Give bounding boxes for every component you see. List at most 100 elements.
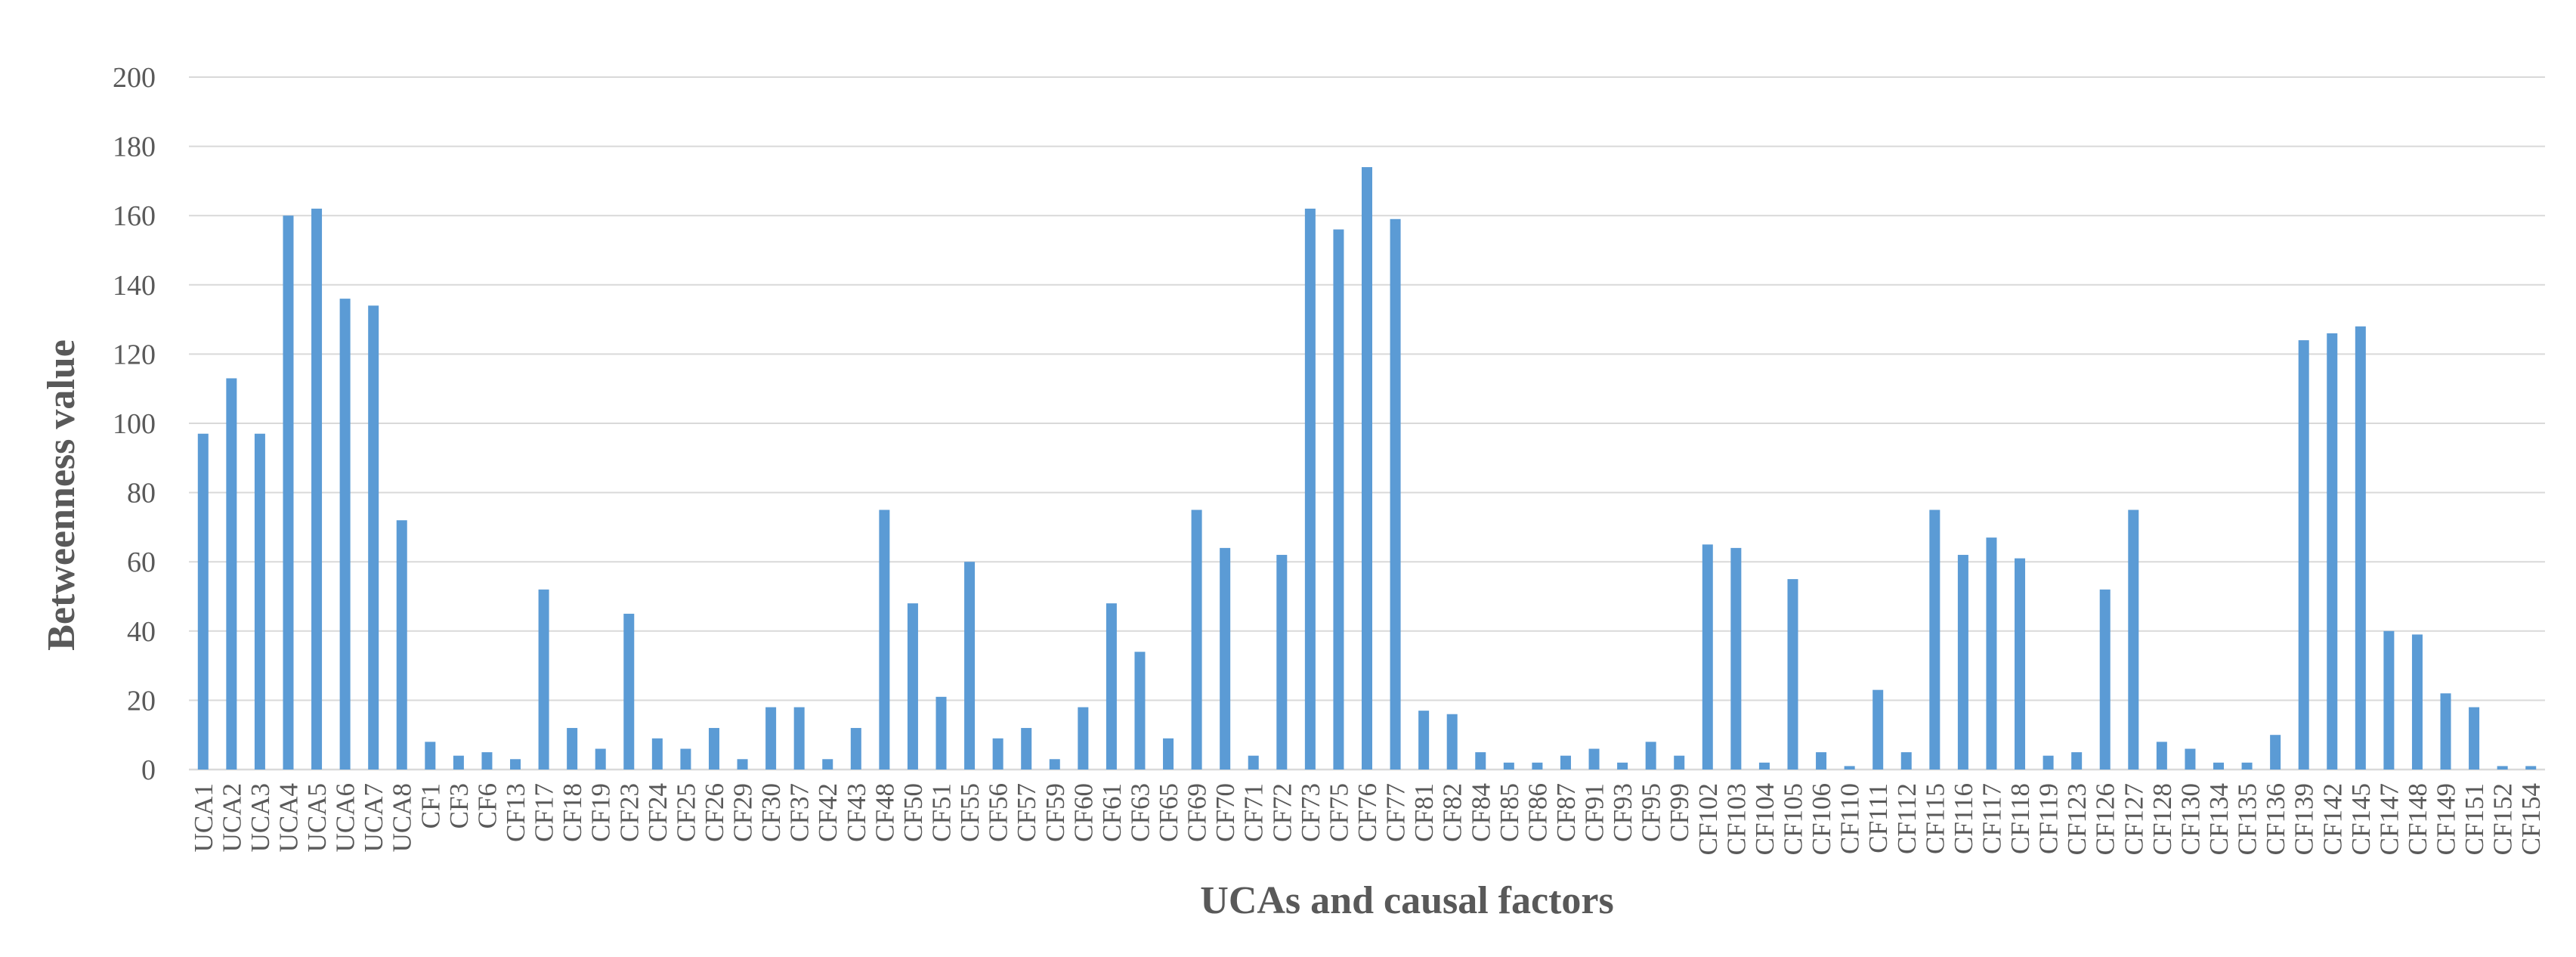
x-tick-label: CF110: [1835, 783, 1865, 854]
x-tick-label: CF19: [586, 783, 616, 842]
x-tick-label: UCA7: [359, 783, 388, 852]
bar-cf142: [2327, 333, 2338, 770]
x-tick-label: CF99: [1665, 783, 1694, 842]
x-tick-label: CF154: [2516, 783, 2546, 855]
bar-cf145: [2355, 326, 2366, 770]
x-tick-label: CF149: [2432, 783, 2461, 855]
bar-cf149: [2440, 693, 2451, 770]
x-tick-label: CF18: [558, 783, 587, 842]
x-tick-label: CF73: [1296, 783, 1325, 842]
bar-uca5: [311, 209, 323, 770]
bar-cf81: [1418, 711, 1430, 770]
x-tick-label: CF84: [1466, 783, 1495, 842]
x-tick-label: CF127: [2119, 783, 2148, 855]
bar-cf99: [1674, 755, 1685, 770]
bar-cf73: [1304, 209, 1316, 770]
bar-cf51: [935, 696, 947, 770]
bar-cf57: [1021, 728, 1032, 770]
y-tick-label: 40: [127, 616, 156, 648]
bar-uca1: [197, 433, 209, 770]
x-tick-label: CF65: [1154, 783, 1183, 842]
bar-cf102: [1702, 544, 1713, 770]
x-tick-label: CF152: [2488, 783, 2518, 855]
x-tick-label: CF95: [1637, 783, 1666, 842]
x-tick-label: CF23: [614, 783, 644, 842]
bar-cf63: [1134, 652, 1146, 770]
bar-cf55: [964, 562, 976, 770]
x-tick-label: CF117: [1977, 783, 2006, 854]
bar-cf135: [2241, 762, 2253, 770]
bar-cf86: [1532, 762, 1543, 770]
bar-cf104: [1758, 762, 1770, 770]
x-tick-label: CF126: [2091, 783, 2120, 855]
x-tick-label: CF128: [2148, 783, 2177, 855]
bar-cf69: [1191, 509, 1202, 770]
bar-cf85: [1503, 762, 1514, 770]
bar-cf106: [1816, 752, 1827, 770]
x-tick-label: CF26: [700, 783, 729, 842]
bar-uca7: [368, 305, 379, 770]
x-tick-label: CF135: [2233, 783, 2262, 855]
bar-cf30: [765, 707, 777, 770]
bar-cf111: [1872, 689, 1884, 770]
bar-cf136: [2270, 735, 2281, 770]
bar-cf17: [538, 589, 549, 770]
x-tick-label: CF71: [1239, 783, 1269, 842]
x-tick-label: UCA3: [246, 783, 275, 852]
x-tick-label: CF103: [1721, 783, 1751, 855]
bar-cf42: [822, 759, 833, 770]
bar-cf29: [737, 759, 748, 770]
bars: [197, 167, 2537, 770]
x-tick-label: UCA8: [388, 783, 417, 852]
x-tick-label: CF63: [1125, 783, 1155, 842]
bar-cf76: [1362, 167, 1372, 770]
bar-cf123: [2071, 752, 2083, 770]
x-tick-label: CF72: [1267, 783, 1297, 842]
x-tick-label: CF115: [1920, 783, 1950, 854]
bar-cf112: [1900, 752, 1912, 770]
bar-cf115: [1929, 509, 1941, 770]
bar-uca8: [396, 520, 407, 770]
y-tick-label: 60: [127, 547, 156, 578]
y-tick-label: 180: [113, 132, 156, 163]
bar-cf126: [2099, 589, 2111, 770]
x-tick-label: CF102: [1693, 783, 1723, 855]
x-tick-label: CF60: [1068, 783, 1098, 842]
x-tick-label: CF29: [728, 783, 758, 842]
bar-cf18: [567, 728, 578, 770]
x-tick-label: CF43: [842, 783, 871, 842]
x-axis-title: UCAs and causal factors: [1200, 879, 1613, 922]
bar-cf25: [680, 748, 691, 770]
x-tick-label: CF104: [1750, 783, 1780, 855]
x-tick-label: CF17: [530, 783, 559, 842]
bar-cf87: [1560, 755, 1571, 770]
bar-cf119: [2043, 755, 2054, 770]
bar-cf103: [1730, 547, 1742, 770]
x-tick-label: CF112: [1892, 783, 1922, 854]
x-tick-label: CF51: [927, 783, 957, 842]
bar-cf148: [2411, 634, 2423, 770]
x-tick-label: UCA2: [217, 783, 246, 852]
x-tick-label: CF81: [1409, 783, 1439, 842]
bar-cf26: [708, 728, 719, 770]
y-tick-label: 140: [113, 270, 156, 302]
y-tick-label: 100: [113, 408, 156, 440]
x-tick-label: CF119: [2034, 783, 2064, 854]
bar-cf82: [1446, 714, 1458, 770]
x-tick-label: CF134: [2204, 783, 2234, 855]
bar-cf72: [1276, 555, 1288, 770]
x-tick-label: CF118: [2005, 783, 2035, 854]
x-tick-label: CF48: [870, 783, 899, 842]
bar-cf13: [510, 759, 521, 770]
bar-cf118: [2015, 558, 2026, 770]
x-tick-label: CF111: [1863, 783, 1893, 853]
bar-cf56: [992, 738, 1003, 770]
y-tick-label: 120: [113, 339, 156, 370]
bar-cf60: [1078, 707, 1089, 770]
x-tick-label: UCA4: [274, 783, 303, 852]
x-axis-ticks: UCA1UCA2UCA3UCA4UCA5UCA6UCA7UCA8CF1CF3CF…: [189, 783, 2546, 855]
x-tick-label: CF56: [984, 783, 1013, 842]
x-tick-label: CF106: [1807, 783, 1836, 855]
